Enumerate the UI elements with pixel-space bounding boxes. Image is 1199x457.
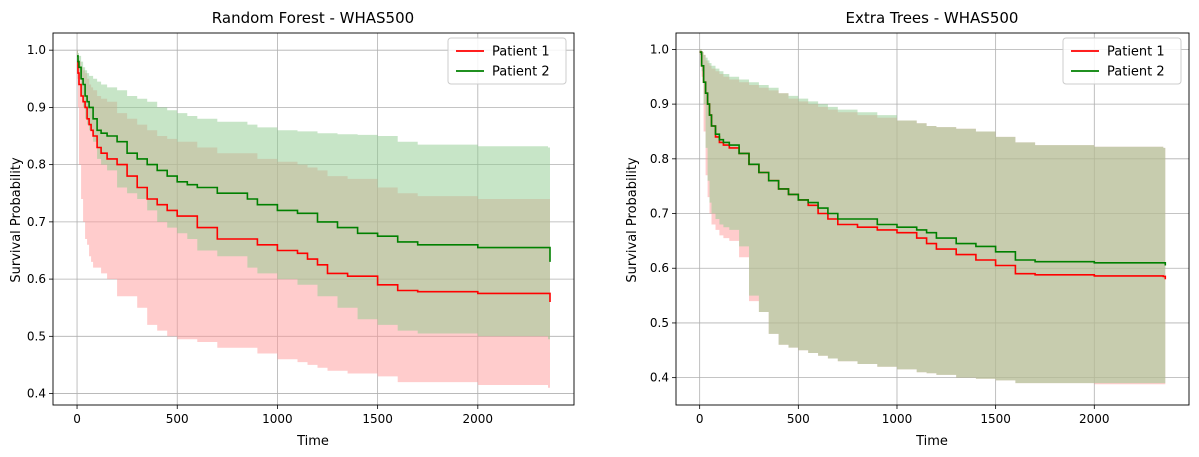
legend-label: Patient 2	[492, 65, 550, 80]
legend-label: Patient 1	[492, 45, 550, 60]
x-tick-label: 2000	[463, 412, 494, 426]
confidence-band-patient-2	[77, 50, 550, 360]
y-tick-label: 0.9	[27, 100, 46, 114]
confidence-bands	[77, 50, 550, 394]
x-tick-label: 1500	[362, 412, 393, 426]
y-tick-label: 0.7	[650, 207, 669, 221]
legend: Patient 1 Patient 2	[447, 37, 567, 85]
confidence-band-patient-2	[699, 49, 1166, 384]
x-tick-label: 500	[166, 412, 189, 426]
x-tick-label: 1000	[262, 412, 293, 426]
survival-line-patient-2	[77, 55, 551, 262]
chart-title: Extra Trees - WHAS500	[846, 9, 1019, 27]
chart-random-forest: Random Forest - WHAS500 Time Survival Pr…	[9, 9, 575, 449]
y-tick-label: 0.5	[650, 316, 669, 330]
y-tick-label: 0.5	[27, 329, 46, 343]
legend-box	[447, 37, 567, 85]
x-tick-label: 0	[696, 412, 704, 426]
axes: 0 500 1000 1500 2000 0.4 0.5 0.6 0.7 0.8 0.9 1.0	[27, 32, 575, 426]
legend-box	[1062, 37, 1182, 85]
y-tick-label: 1.0	[650, 42, 669, 56]
y-tick-label: 0.9	[650, 97, 669, 111]
axes: 0 500 1000 1500 2000 0.4 0.5 0.6 0.7 0.8 0.9 1.0	[650, 32, 1190, 426]
plot-frame	[675, 32, 1190, 406]
x-axis-label: Time	[296, 434, 329, 449]
x-tick-label: 500	[787, 412, 810, 426]
confidence-bands	[699, 49, 1166, 386]
y-tick-label: 0.8	[27, 158, 46, 172]
survival-line-patient-2	[699, 51, 1167, 266]
legend-label: Patient 1	[1107, 45, 1165, 60]
y-tick-label: 0.4	[650, 371, 669, 385]
survival-line-patient-1	[77, 60, 551, 302]
y-tick-label: 0.4	[27, 387, 46, 401]
x-tick-label: 1500	[980, 412, 1011, 426]
x-tick-label: 1000	[882, 412, 913, 426]
x-axis-label: Time	[915, 434, 948, 449]
series-lines	[77, 55, 551, 302]
x-tick-label: 0	[73, 412, 81, 426]
legend: Patient 1 Patient 2	[1062, 37, 1182, 85]
y-tick-label: 0.8	[650, 152, 669, 166]
y-tick-label: 0.6	[650, 261, 669, 275]
chart-title: Random Forest - WHAS500	[212, 9, 414, 27]
chart-extra-trees: Extra Trees - WHAS500 Time Survival Prob…	[625, 9, 1190, 449]
series-lines	[699, 51, 1167, 280]
y-tick-label: 0.7	[27, 215, 46, 229]
y-axis-label: Survival Probability	[625, 157, 640, 283]
y-tick-label: 0.6	[27, 272, 46, 286]
y-axis-label: Survival Probability	[9, 157, 24, 283]
legend-label: Patient 2	[1107, 65, 1165, 80]
plot-frame	[52, 32, 575, 406]
x-tick-label: 2000	[1079, 412, 1110, 426]
y-tick-label: 1.0	[27, 43, 46, 57]
